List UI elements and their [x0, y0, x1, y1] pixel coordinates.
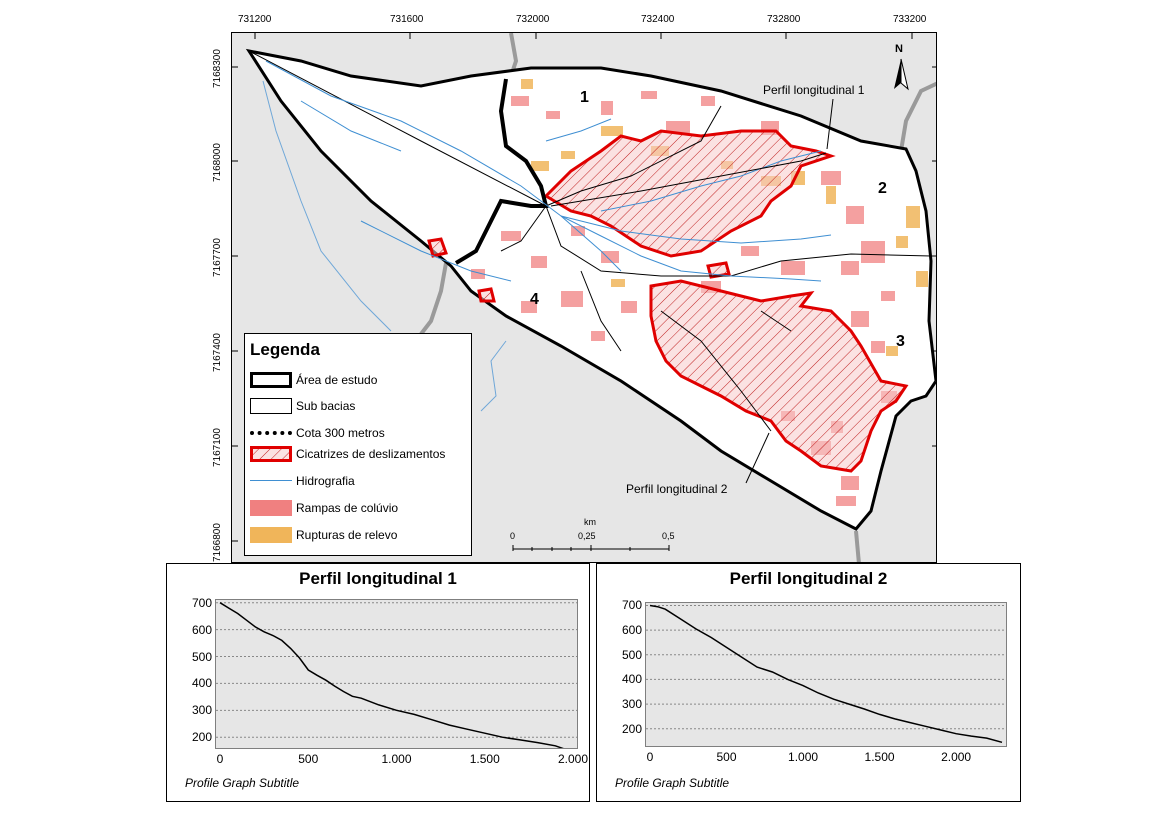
x-tick-label: 732400 — [641, 14, 675, 25]
legend-symbol — [250, 500, 292, 516]
y-tick-label: 600 — [191, 622, 212, 637]
north-label: N — [895, 43, 903, 55]
legend-symbol — [250, 372, 292, 388]
x-tick-label: 733200 — [893, 14, 927, 25]
x-tick-label: 1.500 — [864, 750, 895, 764]
x-tick-label: 2.000 — [557, 752, 589, 766]
legend-label: Hidrografia — [296, 474, 355, 488]
scalebar-label: 0 — [510, 531, 516, 541]
y-tick-label: 7167400 — [212, 333, 223, 372]
y-tick-label: 300 — [191, 703, 212, 718]
scalebar — [512, 545, 670, 551]
graph-subtitle: Profile Graph Subtitle — [615, 776, 730, 790]
legend-label: Área de estudo — [296, 373, 378, 387]
x-tick-label: 1.000 — [788, 750, 819, 764]
legend-label: Sub bacias — [296, 399, 356, 413]
legend-symbol — [250, 431, 292, 435]
scalebar-unit: km — [584, 517, 596, 527]
y-tick-label: 700 — [191, 595, 212, 610]
y-tick-label: 300 — [621, 697, 642, 712]
subbasin-label-2: 2 — [878, 180, 887, 197]
x-tick-label: 731200 — [238, 14, 272, 25]
profile-chart-1 — [216, 602, 577, 753]
plot-area — [645, 602, 1007, 747]
legend-symbol — [250, 527, 292, 543]
legend-label: Rupturas de relevo — [296, 528, 398, 542]
graph-subtitle: Profile Graph Subtitle — [185, 776, 300, 790]
legend-item-cicatrizes: Cicatrizes de deslizamentos — [250, 444, 470, 464]
legend: Legenda Área de estudo Sub bacias Cota 3… — [244, 333, 472, 556]
frame-ticks — [232, 33, 936, 542]
subbasin-label-3: 3 — [896, 333, 905, 350]
north-arrow-icon — [894, 58, 909, 91]
y-tick-label: 7167100 — [212, 428, 223, 467]
x-tick-label: 500 — [716, 750, 737, 764]
x-tick-label: 1.000 — [381, 752, 412, 766]
y-tick-label: 7168300 — [212, 49, 223, 88]
legend-label: Rampas de colúvio — [296, 501, 399, 515]
graph-title: Perfil longitudinal 2 — [729, 569, 888, 588]
y-tick-label: 500 — [191, 649, 212, 664]
perfil-label-2: Perfil longitudinal 2 — [626, 482, 728, 496]
legend-item-hidrografia: Hidrografia — [250, 471, 470, 491]
legend-symbol — [250, 398, 292, 414]
profile-lines — [550, 152, 827, 432]
legend-title: Legenda — [250, 340, 320, 359]
y-tick-label: 200 — [191, 730, 212, 745]
profile-line — [649, 604, 1003, 744]
scalebar-label: 0,5 — [662, 531, 675, 541]
profile-line — [219, 602, 574, 753]
subbasin-label-1: 1 — [580, 89, 589, 106]
y-tick-label: 700 — [621, 598, 642, 613]
y-tick-label: 200 — [621, 721, 642, 736]
x-tick-label: 2.000 — [941, 750, 972, 764]
x-tick-label: 732000 — [516, 14, 550, 25]
y-tick-label: 7168000 — [212, 143, 223, 182]
x-tick-label: 0 — [216, 752, 224, 766]
legend-label: Cicatrizes de deslizamentos — [296, 447, 446, 461]
x-tick-label: 500 — [298, 752, 319, 766]
x-tick-label: 0 — [646, 750, 654, 764]
legend-symbol — [250, 446, 292, 462]
y-tick-label: 400 — [191, 676, 212, 691]
hidrografia — [265, 60, 832, 282]
map-canvas — [232, 33, 936, 562]
y-tick-label: 7166800 — [212, 523, 223, 562]
profile-graph-1: Perfil longitudinal 1 Profile Graph Subt… — [166, 563, 590, 802]
scalebar-label: 0,25 — [578, 531, 596, 541]
cota-300-metros — [454, 78, 549, 265]
legend-item-cota-300: Cota 300 metros — [250, 423, 470, 443]
legend-symbol — [250, 480, 292, 481]
subbasin-label-4: 4 — [530, 291, 539, 308]
legend-item-sub-bacias: Sub bacias — [250, 396, 470, 416]
y-tick-label: 500 — [621, 647, 642, 662]
graph-title: Perfil longitudinal 1 — [299, 569, 457, 588]
y-tick-label: 600 — [621, 623, 642, 638]
cicatrizes-de-deslizamentos — [427, 129, 909, 473]
profile-chart-2 — [646, 604, 1006, 744]
x-tick-label: 731600 — [390, 14, 424, 25]
outside-streams — [262, 80, 507, 412]
label-leaders — [745, 98, 834, 484]
legend-item-rampas: Rampas de colúvio — [250, 498, 470, 518]
x-tick-label: 732800 — [767, 14, 801, 25]
y-tick-label: 400 — [621, 672, 642, 687]
sub-bacias — [248, 50, 932, 352]
legend-item-area-de-estudo: Área de estudo — [250, 370, 470, 390]
plot-area — [215, 599, 578, 753]
profile-graph-2: Perfil longitudinal 2 Profile Graph Subt… — [596, 563, 1021, 802]
x-tick-label: 1.500 — [469, 752, 500, 766]
legend-label: Cota 300 metros — [296, 426, 385, 440]
perfil-label-1: Perfil longitudinal 1 — [763, 83, 865, 97]
legend-item-rupturas: Rupturas de relevo — [250, 525, 470, 545]
y-tick-label: 7167700 — [212, 238, 223, 277]
